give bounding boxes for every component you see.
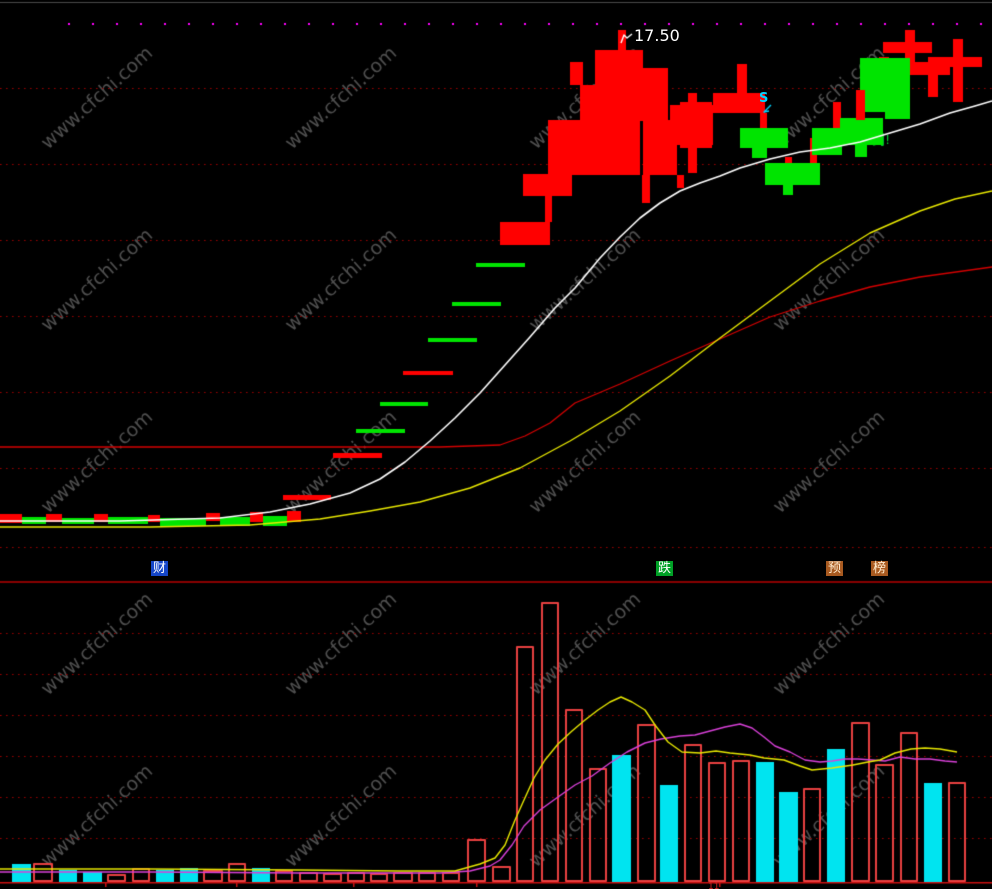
- tab-rank[interactable]: 榜: [871, 561, 889, 576]
- axis-date-label: 11: [708, 882, 720, 889]
- peak-price-label: 17.50: [634, 26, 680, 45]
- tab-forecast[interactable]: 预: [826, 561, 844, 576]
- tab-finance[interactable]: 财: [151, 561, 169, 576]
- sell-signal-marker: S: [759, 91, 769, 106]
- tab-fall[interactable]: 跌: [656, 561, 674, 576]
